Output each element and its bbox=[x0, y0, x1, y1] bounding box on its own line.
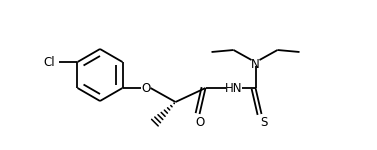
Text: S: S bbox=[260, 116, 267, 129]
Text: O: O bbox=[195, 116, 204, 129]
Text: O: O bbox=[141, 81, 150, 94]
Text: N: N bbox=[251, 57, 260, 70]
Text: Cl: Cl bbox=[44, 56, 55, 69]
Text: HN: HN bbox=[225, 81, 242, 94]
